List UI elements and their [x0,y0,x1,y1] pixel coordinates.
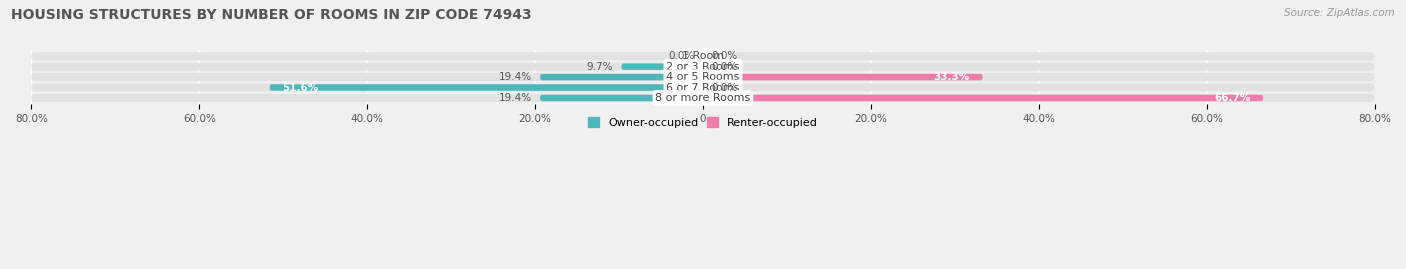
Legend: Owner-occupied, Renter-occupied: Owner-occupied, Renter-occupied [583,113,823,132]
Text: HOUSING STRUCTURES BY NUMBER OF ROOMS IN ZIP CODE 74943: HOUSING STRUCTURES BY NUMBER OF ROOMS IN… [11,8,531,22]
Text: 1 Room: 1 Room [682,51,724,61]
Text: 9.7%: 9.7% [586,62,613,72]
Text: 2 or 3 Rooms: 2 or 3 Rooms [666,62,740,72]
FancyBboxPatch shape [703,74,983,80]
Text: 0.0%: 0.0% [668,51,695,61]
Text: 0.0%: 0.0% [711,83,738,93]
Text: 0.0%: 0.0% [711,51,738,61]
FancyBboxPatch shape [270,84,703,91]
FancyBboxPatch shape [703,95,1263,101]
Text: 19.4%: 19.4% [499,93,531,103]
FancyBboxPatch shape [31,52,1375,60]
FancyBboxPatch shape [31,63,1375,71]
FancyBboxPatch shape [31,84,1375,91]
FancyBboxPatch shape [540,74,703,80]
Text: Source: ZipAtlas.com: Source: ZipAtlas.com [1284,8,1395,18]
Text: 51.6%: 51.6% [283,83,319,93]
Text: 33.3%: 33.3% [934,72,970,82]
FancyBboxPatch shape [31,94,1375,102]
Text: 19.4%: 19.4% [499,72,531,82]
FancyBboxPatch shape [621,63,703,70]
Text: 6 or 7 Rooms: 6 or 7 Rooms [666,83,740,93]
FancyBboxPatch shape [540,95,703,101]
Text: 0.0%: 0.0% [711,62,738,72]
Text: 4 or 5 Rooms: 4 or 5 Rooms [666,72,740,82]
FancyBboxPatch shape [31,73,1375,81]
Text: 66.7%: 66.7% [1213,93,1250,103]
Text: 8 or more Rooms: 8 or more Rooms [655,93,751,103]
